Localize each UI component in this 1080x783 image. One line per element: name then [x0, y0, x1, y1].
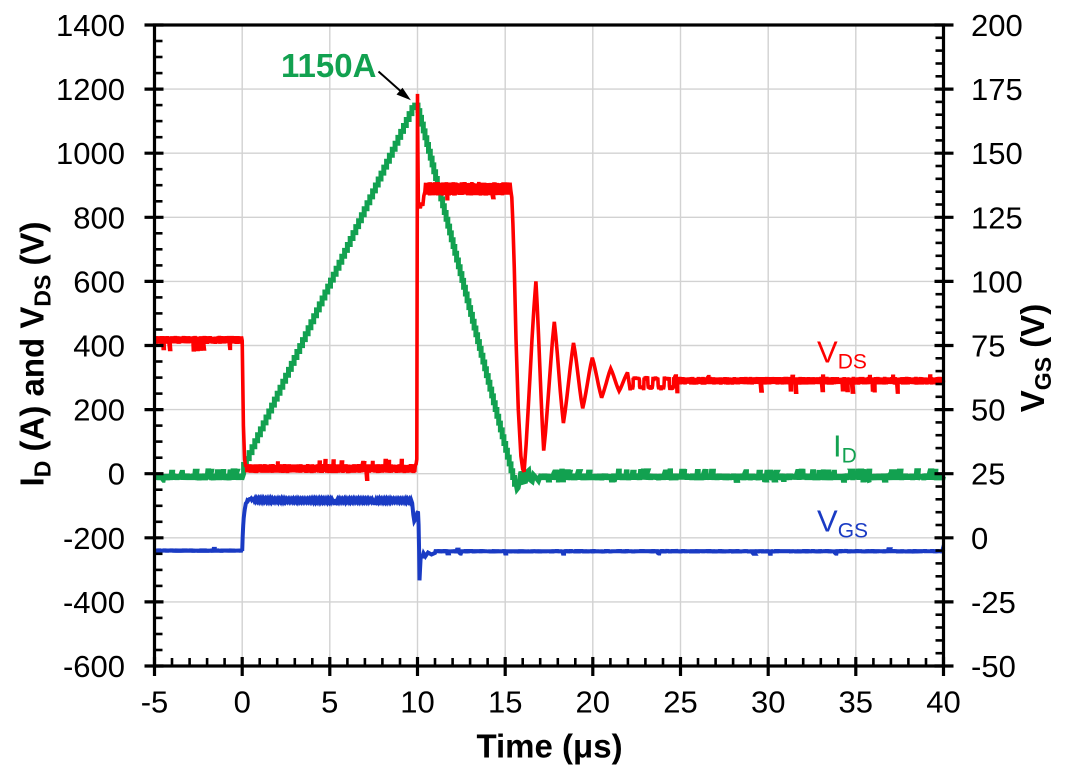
svg-text:75: 75 [971, 329, 1005, 364]
svg-text:0: 0 [108, 457, 125, 492]
svg-text:125: 125 [971, 200, 1023, 235]
svg-text:150: 150 [971, 136, 1023, 171]
svg-text:-5: -5 [141, 685, 169, 720]
svg-text:100: 100 [971, 264, 1023, 299]
svg-text:35: 35 [839, 685, 873, 720]
svg-text:1150A: 1150A [281, 47, 376, 84]
svg-text:800: 800 [73, 200, 125, 235]
svg-text:-600: -600 [63, 649, 125, 684]
svg-text:200: 200 [73, 393, 125, 428]
svg-text:10: 10 [400, 685, 434, 720]
svg-text:175: 175 [971, 72, 1023, 107]
svg-text:20: 20 [576, 685, 610, 720]
svg-text:Time (μs): Time (μs) [476, 728, 622, 765]
svg-text:40: 40 [926, 685, 960, 720]
svg-text:200: 200 [971, 8, 1023, 43]
svg-text:-400: -400 [63, 585, 125, 620]
svg-text:1000: 1000 [56, 136, 125, 171]
svg-text:ID (A) and VDS (V): ID (A) and VDS (V) [14, 222, 56, 487]
svg-text:-200: -200 [63, 521, 125, 556]
svg-text:30: 30 [751, 685, 785, 720]
svg-text:600: 600 [73, 264, 125, 299]
svg-text:50: 50 [971, 393, 1005, 428]
svg-text:15: 15 [488, 685, 522, 720]
svg-text:-50: -50 [971, 649, 1016, 684]
svg-text:5: 5 [321, 685, 338, 720]
svg-text:25: 25 [971, 457, 1005, 492]
svg-text:400: 400 [73, 329, 125, 364]
svg-text:-25: -25 [971, 585, 1016, 620]
svg-text:1400: 1400 [56, 8, 125, 43]
svg-text:0: 0 [971, 521, 988, 556]
svg-text:0: 0 [234, 685, 251, 720]
svg-text:1200: 1200 [56, 72, 125, 107]
svg-text:25: 25 [663, 685, 697, 720]
